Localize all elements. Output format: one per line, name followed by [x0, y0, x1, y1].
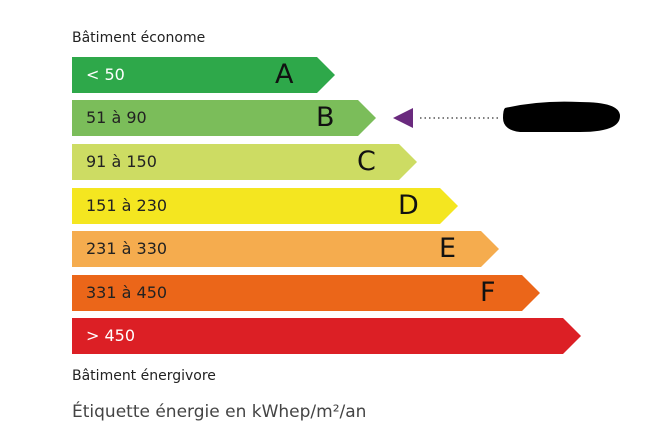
class-range: > 450	[86, 326, 136, 345]
class-letter: B	[316, 102, 335, 133]
energy-class-b: 51 à 90 B	[72, 100, 376, 136]
energy-class-c: 91 à 150 C	[72, 144, 417, 180]
class-range: < 50	[86, 65, 125, 84]
class-range: 331 à 450	[86, 283, 168, 302]
class-range: 151 à 230	[86, 196, 168, 215]
energy-class-f: 331 à 450 F	[72, 275, 540, 311]
energy-class-e: 231 à 330 E	[72, 231, 499, 267]
bar-arrow-shape	[72, 144, 417, 180]
bottom-label: Bâtiment énergivore	[72, 368, 216, 384]
class-letter: D	[398, 190, 419, 221]
bar-arrow-shape	[72, 100, 376, 136]
bar-arrow-shape	[72, 318, 581, 354]
energy-class-g: > 450	[72, 318, 581, 354]
top-label: Bâtiment économe	[72, 30, 206, 46]
class-letter: F	[480, 277, 496, 308]
rating-indicator	[393, 101, 620, 132]
bar-arrow-shape	[72, 188, 458, 224]
energy-class-d: 151 à 230 D	[72, 188, 458, 224]
energy-class-a: < 50 A	[72, 57, 335, 93]
class-letter: E	[439, 233, 457, 264]
class-range: 91 à 150	[86, 152, 157, 171]
indicator-arrow-icon	[393, 108, 413, 128]
class-range: 51 à 90	[86, 108, 147, 127]
class-letter: A	[275, 59, 294, 90]
class-range: 231 à 330	[86, 239, 168, 258]
bar-arrow-shape	[72, 57, 335, 93]
redacted-label	[503, 101, 620, 132]
caption: Étiquette énergie en kWhep/m²/an	[72, 402, 367, 422]
bar-arrow-shape	[72, 275, 540, 311]
bar-arrow-shape	[72, 231, 499, 267]
class-letter: C	[357, 146, 376, 177]
